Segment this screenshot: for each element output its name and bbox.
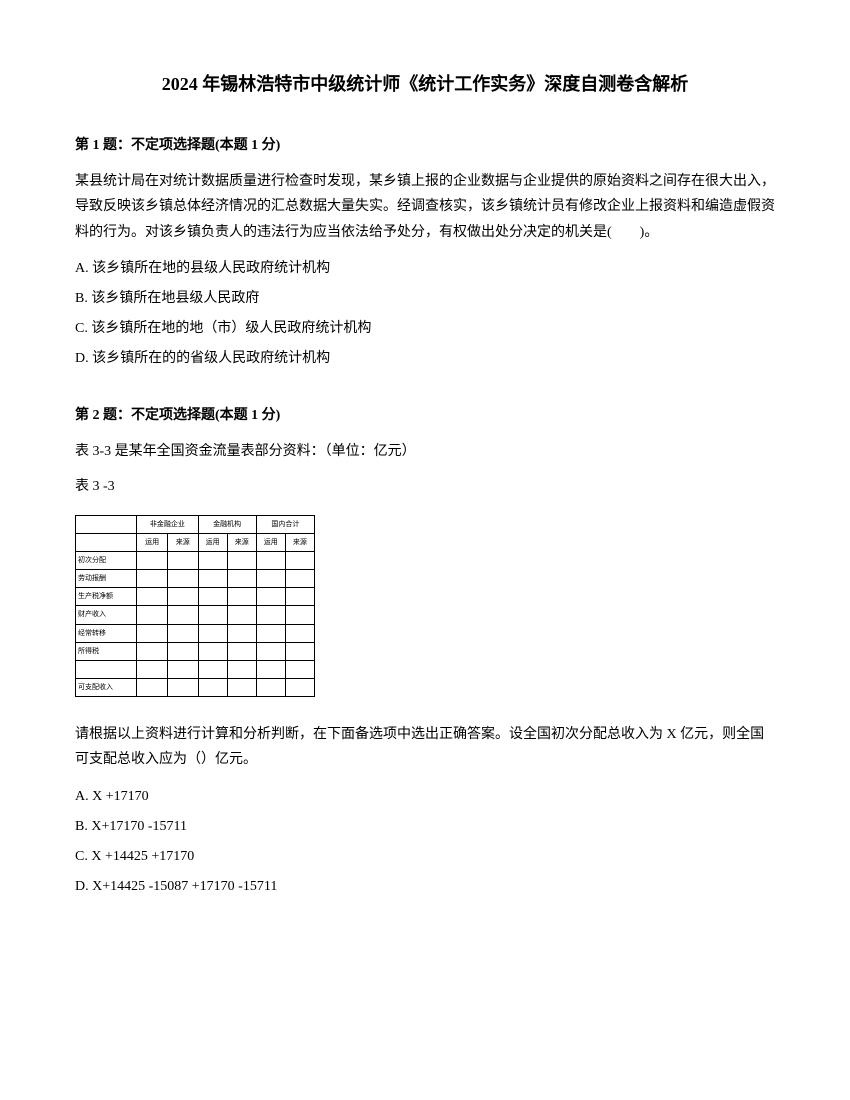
table-cell	[285, 679, 314, 697]
table-cell	[167, 661, 198, 679]
table-cell	[76, 533, 137, 551]
data-table-container: 非金融企业 金融机构 国内合计 运用 来源 运用 来源 运用 来源 初次分配	[75, 515, 775, 698]
q2-text1: 表 3-3 是某年全国资金流量表部分资料：（单位：亿元）	[75, 439, 775, 464]
table-cell: 非金融企业	[137, 515, 198, 533]
table-cell	[256, 624, 285, 642]
table-cell	[256, 642, 285, 660]
table-cell	[227, 588, 256, 606]
table-cell	[256, 570, 285, 588]
table-cell	[137, 624, 168, 642]
q2-text2: 表 3 -3	[75, 474, 775, 499]
data-table: 非金融企业 金融机构 国内合计 运用 来源 运用 来源 运用 来源 初次分配	[75, 515, 315, 698]
table-cell: 劳动报酬	[76, 570, 137, 588]
question-2: 第 2 题：不定项选择题(本题 1 分) 表 3-3 是某年全国资金流量表部分资…	[75, 405, 775, 901]
q1-option-c: C. 该乡镇所在地的地（市）级人民政府统计机构	[75, 315, 775, 343]
table-cell: 金融机构	[198, 515, 256, 533]
q1-header: 第 1 题：不定项选择题(本题 1 分)	[75, 135, 775, 157]
table-row: 所得税	[76, 642, 315, 660]
table-cell	[137, 679, 168, 697]
table-cell	[137, 661, 168, 679]
table-cell	[167, 679, 198, 697]
page-title: 2024 年锡林浩特市中级统计师《统计工作实务》深度自测卷含解析	[75, 70, 775, 99]
table-cell: 运用	[198, 533, 227, 551]
table-cell	[256, 551, 285, 569]
table-cell	[285, 624, 314, 642]
q1-option-b: B. 该乡镇所在地县级人民政府	[75, 285, 775, 313]
table-cell: 来源	[285, 533, 314, 551]
q2-option-a: A. X +17170	[75, 783, 775, 811]
table-subheader-row: 运用 来源 运用 来源 运用 来源	[76, 533, 315, 551]
table-cell: 经常转移	[76, 624, 137, 642]
table-cell: 初次分配	[76, 551, 137, 569]
table-cell: 可支配收入	[76, 679, 137, 697]
table-row: 经常转移	[76, 624, 315, 642]
table-cell	[285, 588, 314, 606]
table-cell	[198, 642, 227, 660]
q2-text3: 请根据以上资料进行计算和分析判断，在下面备选项中选出正确答案。设全国初次分配总收…	[75, 722, 775, 772]
table-cell	[227, 624, 256, 642]
table-cell: 来源	[167, 533, 198, 551]
table-row: 生产税净额	[76, 588, 315, 606]
table-cell	[137, 551, 168, 569]
table-cell	[137, 570, 168, 588]
question-1: 第 1 题：不定项选择题(本题 1 分) 某县统计局在对统计数据质量进行检查时发…	[75, 135, 775, 373]
table-cell	[285, 642, 314, 660]
table-cell	[227, 551, 256, 569]
table-cell	[137, 642, 168, 660]
table-cell	[198, 551, 227, 569]
table-cell	[76, 661, 137, 679]
table-row: 财产收入	[76, 606, 315, 624]
table-cell: 运用	[256, 533, 285, 551]
table-cell	[227, 606, 256, 624]
table-cell	[285, 661, 314, 679]
table-cell: 所得税	[76, 642, 137, 660]
table-header-row: 非金融企业 金融机构 国内合计	[76, 515, 315, 533]
table-cell	[227, 679, 256, 697]
table-cell	[167, 551, 198, 569]
table-cell	[227, 570, 256, 588]
table-cell	[256, 661, 285, 679]
table-cell: 生产税净额	[76, 588, 137, 606]
table-cell	[256, 588, 285, 606]
q2-option-c: C. X +14425 +17170	[75, 843, 775, 871]
table-cell: 运用	[137, 533, 168, 551]
table-cell	[285, 570, 314, 588]
table-cell	[285, 551, 314, 569]
q1-option-a: A. 该乡镇所在地的县级人民政府统计机构	[75, 255, 775, 283]
table-cell: 财产收入	[76, 606, 137, 624]
table-cell	[76, 515, 137, 533]
table-cell	[167, 570, 198, 588]
table-cell	[137, 606, 168, 624]
table-cell	[167, 606, 198, 624]
q1-option-d: D. 该乡镇所在的的省级人民政府统计机构	[75, 345, 775, 373]
table-cell	[198, 570, 227, 588]
table-cell	[256, 606, 285, 624]
table-row	[76, 661, 315, 679]
table-cell	[227, 642, 256, 660]
table-cell	[198, 606, 227, 624]
table-cell	[256, 679, 285, 697]
table-row: 劳动报酬	[76, 570, 315, 588]
table-cell	[198, 661, 227, 679]
table-cell	[285, 606, 314, 624]
table-row: 初次分配	[76, 551, 315, 569]
table-cell	[198, 624, 227, 642]
q2-option-d: D. X+14425 -15087 +17170 -15711	[75, 873, 775, 901]
table-cell	[167, 588, 198, 606]
q2-header: 第 2 题：不定项选择题(本题 1 分)	[75, 405, 775, 427]
table-cell: 来源	[227, 533, 256, 551]
table-cell	[198, 679, 227, 697]
table-row: 可支配收入	[76, 679, 315, 697]
table-cell	[167, 624, 198, 642]
table-cell	[227, 661, 256, 679]
q1-text: 某县统计局在对统计数据质量进行检查时发现，某乡镇上报的企业数据与企业提供的原始资…	[75, 169, 775, 245]
table-cell	[167, 642, 198, 660]
q2-option-b: B. X+17170 -15711	[75, 813, 775, 841]
table-cell	[198, 588, 227, 606]
table-cell: 国内合计	[256, 515, 314, 533]
table-cell	[137, 588, 168, 606]
